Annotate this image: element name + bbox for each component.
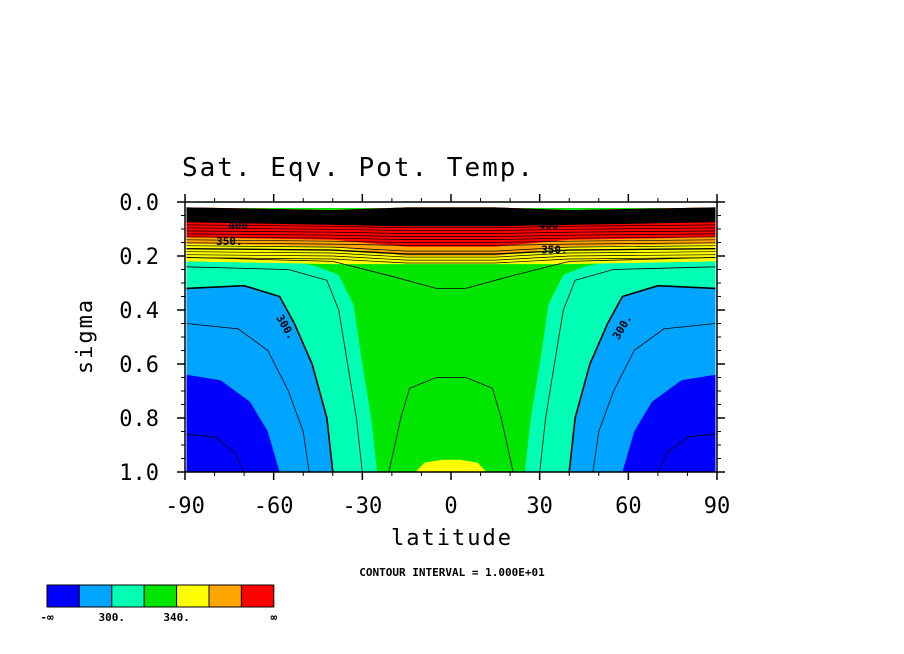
contour-line [186, 239, 716, 243]
x-tick-label: 30 [526, 494, 553, 519]
x-tick-label: 60 [615, 494, 642, 519]
contour-line [186, 254, 716, 261]
y-tick-labels: 0.0 0.2 0.4 0.6 0.8 1.0 [119, 191, 159, 486]
colorbar-labels: -∞ 300. 340. ∞ [40, 611, 277, 624]
fill-black-upper [186, 207, 716, 227]
contour-label: 400 [539, 219, 559, 232]
contour-line [186, 266, 363, 473]
contour-label: 350. [216, 235, 243, 248]
contour-line [186, 433, 245, 473]
y-tick-label: 0.2 [119, 245, 159, 270]
colorbar-swatch [208, 584, 242, 608]
colorbar-swatch [176, 584, 210, 608]
contour-line [186, 224, 716, 229]
contour-line [186, 248, 716, 255]
contour-label: 400 [228, 219, 248, 232]
colorbar-label: 340. [163, 611, 190, 624]
colorbar-label: -∞ [40, 611, 54, 624]
x-axis-label: latitude [391, 526, 513, 551]
contour-line [186, 230, 716, 234]
contour-line [592, 323, 716, 473]
x-tick-label: -30 [342, 494, 382, 519]
fill-blue-right [622, 374, 716, 472]
colorbar-swatch [240, 584, 275, 608]
contour-line [186, 227, 716, 231]
contour-line [388, 377, 514, 473]
contour-300 [568, 284, 716, 473]
x-tick-label: 90 [704, 494, 731, 519]
axis-ticks [177, 194, 725, 480]
contour-label: 350. [541, 243, 568, 256]
contour-line [539, 266, 716, 473]
contour-300 [186, 284, 334, 473]
x-tick-label: -60 [254, 494, 294, 519]
contour-line [657, 433, 716, 473]
contour-interval-text: CONTOUR INTERVAL = 1.000E+01 [359, 566, 545, 579]
colorbar-label: 300. [99, 611, 126, 624]
fill-yellow-surface [415, 459, 487, 472]
chart-title: Sat. Eqv. Pot. Temp. [182, 153, 535, 183]
y-tick-label: 0.8 [119, 407, 159, 432]
contour-line [186, 323, 310, 473]
colorbar-swatch [46, 584, 80, 608]
fill-blue-left [186, 374, 280, 472]
y-tick-label: 0.4 [119, 299, 159, 324]
colorbar-swatch [143, 584, 178, 608]
y-tick-label: 0.0 [119, 191, 159, 216]
x-tick-label: 0 [444, 494, 457, 519]
contour-line [186, 251, 716, 258]
contour-line [186, 236, 716, 240]
contour-line [186, 245, 716, 252]
colorbar [46, 584, 275, 608]
contour-fills [186, 207, 716, 472]
x-tick-label: -90 [165, 494, 205, 519]
y-tick-label: 1.0 [119, 461, 159, 486]
contour-line [186, 257, 716, 289]
colorbar-swatch [78, 584, 113, 608]
colorbar-swatch [111, 584, 145, 608]
y-axis-label: sigma [73, 298, 98, 374]
x-tick-labels: -90 -60 -30 0 30 60 90 [165, 494, 730, 519]
contour-lines [186, 224, 716, 473]
contour-line [186, 233, 716, 237]
y-tick-label: 0.6 [119, 353, 159, 378]
contour-line [186, 242, 716, 246]
colorbar-label: ∞ [270, 611, 277, 624]
contour-line [186, 257, 716, 264]
